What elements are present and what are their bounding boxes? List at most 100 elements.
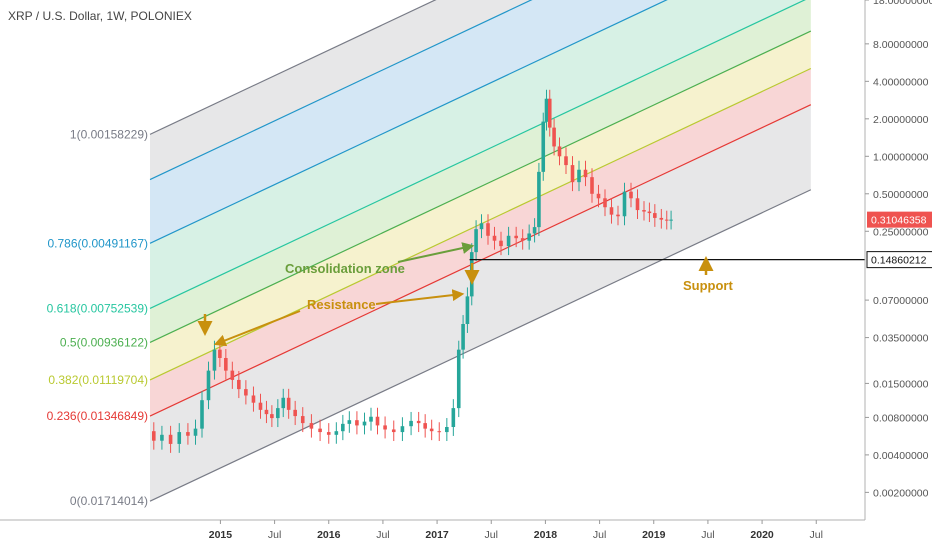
fib-line <box>149 30 812 343</box>
candle-body <box>596 193 601 199</box>
fib-line <box>149 0 668 244</box>
candle-body <box>237 379 241 390</box>
last-price-tag <box>867 211 932 228</box>
candle-body <box>514 235 518 239</box>
candle-body <box>506 235 511 247</box>
candle-body <box>383 425 387 430</box>
candle-body <box>474 229 478 253</box>
resistance-label: Resistance <box>307 297 376 312</box>
candle-body <box>212 349 217 371</box>
candle-body <box>564 156 568 166</box>
chart-title: XRP / U.S. Dollar, 1W, POLONIEX <box>8 9 192 23</box>
candle-body <box>423 423 427 429</box>
x-tick-label: 2015 <box>209 529 233 541</box>
candle-body <box>200 400 204 429</box>
candle-body <box>461 324 465 350</box>
candle-body <box>151 431 156 441</box>
y-tick-label: 1.00000000 <box>873 151 929 163</box>
candle-body <box>557 146 562 157</box>
candle-body <box>616 214 620 217</box>
y-tick-label: 0.25000000 <box>873 226 929 238</box>
x-tick-label: 2018 <box>534 529 558 541</box>
candle-body <box>664 219 669 221</box>
x-tick-label: Jul <box>593 529 606 541</box>
x-tick-label: Jul <box>701 529 714 541</box>
candle-body <box>400 426 405 433</box>
candle-body <box>341 423 345 432</box>
x-axis: 2015 Jul 2016 Jul 2017 Jul 2018 Jul 2019 Jul 2020 J… <box>0 519 865 541</box>
fib-level-label: 0.786(0.00491167) <box>47 236 148 250</box>
candle-body <box>391 429 396 433</box>
y-tick-label: 0.03500000 <box>873 333 929 345</box>
candle-body <box>206 370 211 401</box>
candle-body <box>622 191 627 217</box>
candle-body <box>286 397 291 410</box>
candle-body <box>669 219 673 221</box>
candle-body <box>583 169 588 178</box>
candle-body <box>609 207 614 215</box>
candle-body <box>642 210 646 212</box>
y-tick-label: 0.00400000 <box>873 450 929 462</box>
candle-body <box>416 420 421 424</box>
candle-body <box>499 240 503 247</box>
consolidation-zone-label: Consolidation zone <box>285 261 405 276</box>
y-tick-label: 0.00800000 <box>873 412 929 424</box>
candle-body <box>659 217 664 220</box>
candle-body <box>603 198 607 208</box>
fib-line <box>149 189 812 502</box>
candle-body <box>230 370 235 380</box>
candle-body <box>160 434 164 441</box>
candle-body <box>193 428 198 436</box>
candle-body <box>429 428 434 432</box>
fib-band <box>150 104 811 502</box>
candle-body <box>318 428 322 433</box>
candle-body <box>258 402 263 410</box>
y-tick-label: 18.00000000 <box>873 0 932 7</box>
x-tick-label: Jul <box>485 529 498 541</box>
candle-body <box>456 349 461 409</box>
candle-body <box>537 171 541 228</box>
candle-body <box>347 420 352 424</box>
consolidation-arrow <box>397 242 475 263</box>
candle-body <box>300 416 305 424</box>
last-price-label: 0.31046358 <box>871 215 927 227</box>
fib-line <box>149 104 812 417</box>
y-tick-label: 0.01500000 <box>873 378 929 390</box>
candle-body <box>281 397 286 409</box>
x-tick-label: Jul <box>376 529 389 541</box>
candle-body <box>492 235 497 241</box>
fib-level-label: 0.5(0.00936122) <box>60 335 148 349</box>
y-tick-label: 2.00000000 <box>873 114 929 126</box>
y-tick-label: 0.50000000 <box>873 189 929 201</box>
support-label: Support <box>683 278 733 293</box>
fib-level-label: 0.236(0.01346849) <box>47 409 148 423</box>
candle-body <box>437 431 442 433</box>
candle-body <box>409 420 413 427</box>
candle-body <box>326 432 331 435</box>
candle-body <box>369 416 373 422</box>
candle-body <box>653 213 657 218</box>
candle-body <box>486 223 490 236</box>
fib-band <box>150 68 811 417</box>
candle-body <box>552 127 556 147</box>
candle-body <box>547 98 552 128</box>
candle-body <box>451 408 456 427</box>
candle-body <box>168 434 173 444</box>
fib-line <box>149 0 806 309</box>
candle-body <box>532 227 537 234</box>
candle-body <box>270 414 274 419</box>
candle-body <box>479 223 484 230</box>
candle-body <box>629 191 633 199</box>
candle-body <box>293 409 297 417</box>
candle-body <box>647 211 652 214</box>
candle-body <box>362 421 367 426</box>
candle-body <box>224 357 228 371</box>
candle-body <box>334 431 339 435</box>
level-price-tag <box>866 251 932 269</box>
candle-body <box>177 432 182 444</box>
fib-band <box>150 31 811 380</box>
candle-body <box>635 198 640 211</box>
resistance-arrow-left <box>213 310 301 347</box>
fib-band <box>150 0 811 343</box>
